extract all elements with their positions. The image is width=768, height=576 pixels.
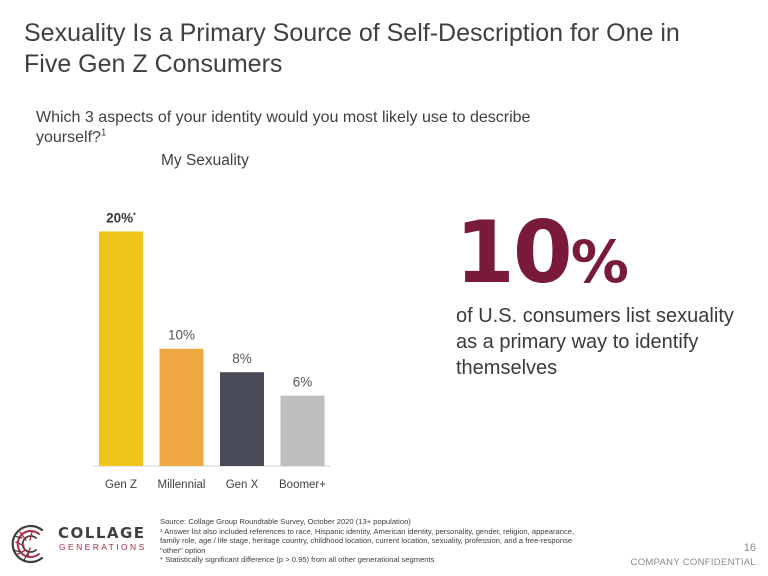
- bar-boomer-: [280, 395, 325, 466]
- data-label: 8%: [232, 351, 252, 366]
- significance-marker: *: [133, 212, 136, 219]
- bar-millennial: [159, 348, 204, 466]
- category-label: Gen X: [226, 479, 259, 491]
- collage-logo: COLLAGE GENERATIONS: [6, 520, 166, 570]
- headline-stat-description: of U.S. consumers list sexuality as a pr…: [456, 305, 734, 379]
- data-label: 10%: [168, 328, 195, 343]
- logo-mark-icon: [11, 524, 44, 564]
- bar-gen-x: [220, 372, 264, 466]
- category-label: Gen Z: [105, 479, 137, 491]
- headline-stat: 10%: [455, 205, 629, 310]
- logo-subtitle: GENERATIONS: [59, 542, 147, 552]
- footnote-source: Source: Collage Group Roundtable Survey,…: [160, 517, 411, 526]
- category-label: Boomer+: [279, 479, 326, 491]
- page-number: 16: [743, 542, 756, 554]
- question-text: Which 3 aspects of your identity would y…: [36, 109, 531, 146]
- chart-title: My Sexuality: [161, 152, 249, 169]
- data-label: 6%: [293, 375, 313, 390]
- bar-gen-z: [99, 231, 143, 466]
- question-footnote-mark: 1: [100, 127, 107, 139]
- headline-stat-number: 10: [455, 203, 573, 303]
- confidential-label: COMPANY CONFIDENTIAL: [630, 557, 756, 568]
- survey-question: Which 3 aspects of your identity would y…: [36, 108, 596, 148]
- logo-name: COLLAGE: [58, 524, 146, 542]
- headline-stat-unit: %: [570, 228, 629, 296]
- category-label: Millennial: [158, 479, 206, 491]
- data-label: 20%*: [106, 210, 136, 225]
- footnote-significance: * Statistically significant difference (…: [160, 555, 435, 565]
- footnote-answer-list: ¹ Answer list also included references t…: [160, 526, 575, 555]
- slide-title: Sexuality Is a Primary Source of Self-De…: [24, 19, 680, 78]
- footnotes: Source: Collage Group Roundtable Survey,…: [160, 517, 590, 565]
